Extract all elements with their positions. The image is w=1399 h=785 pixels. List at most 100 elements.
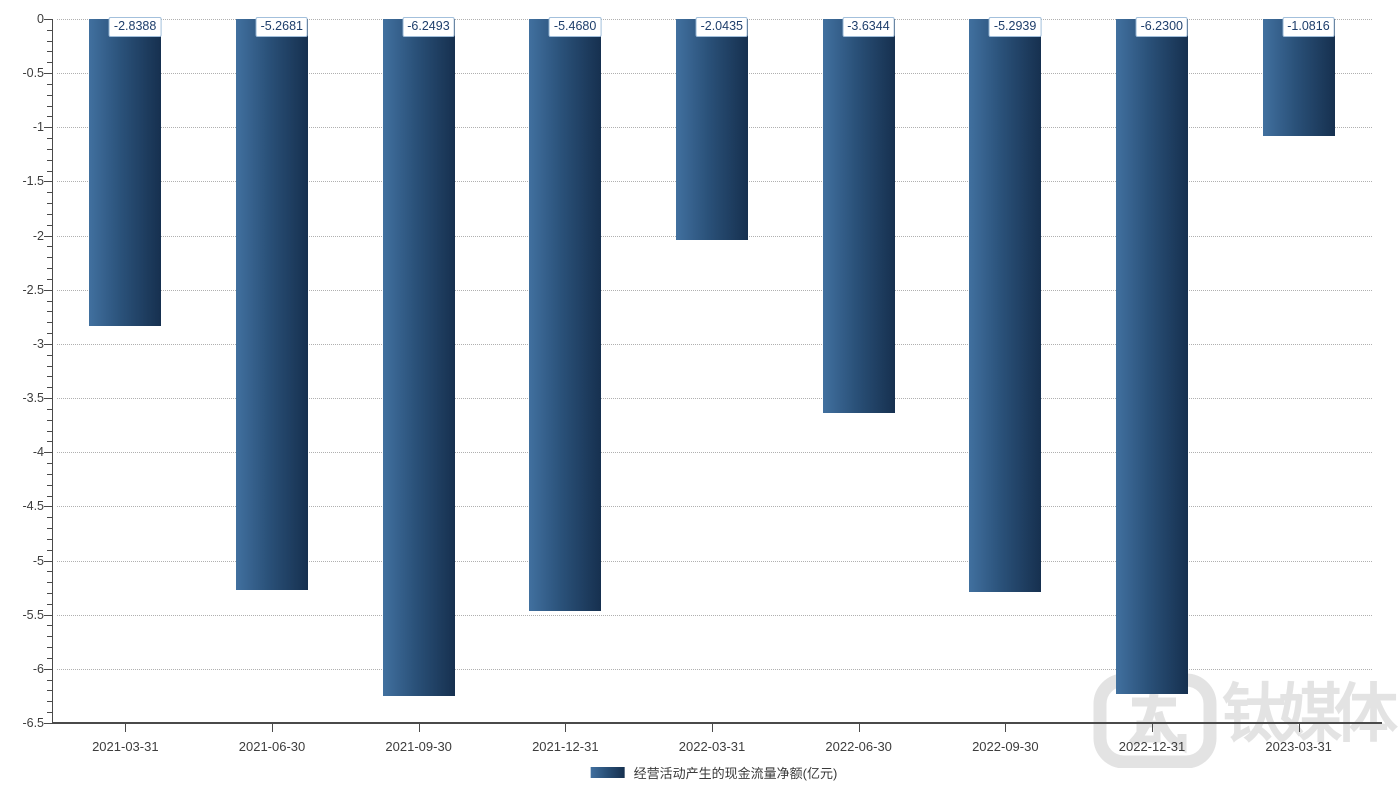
y-minor-tick [47,625,52,627]
x-tick [272,723,273,732]
bar[interactable] [89,19,162,327]
gridline [57,668,1372,670]
gridline [57,506,1372,508]
x-tick-label: 2021-06-30 [238,739,306,754]
gridline [57,343,1372,345]
bar[interactable] [822,19,895,413]
y-major-tick [44,452,52,454]
y-tick-label: -5.5 [22,607,44,622]
y-major-tick [44,506,52,508]
bar-value-label: -5.4680 [548,17,602,37]
y-minor-tick [47,192,52,194]
y-major-tick [44,614,52,616]
y-tick-label: -3.5 [22,391,44,406]
y-minor-tick [47,333,52,335]
y-minor-tick [47,657,52,659]
y-minor-tick [47,517,52,519]
y-minor-tick [47,473,52,475]
legend-swatch [590,767,625,778]
x-tick-label: 2022-06-30 [825,739,892,754]
y-minor-tick [47,29,52,31]
y-minor-tick [47,246,52,248]
x-tick-label: 2021-09-30 [385,739,452,754]
y-minor-tick [47,419,52,421]
x-tick [712,723,713,732]
bar-value-label: -1.0816 [1282,17,1335,37]
y-minor-tick [47,549,52,551]
y-minor-tick [47,582,52,584]
y-tick-label: -0.5 [22,66,44,81]
y-minor-tick [47,603,52,605]
y-major-tick [44,19,52,20]
y-tick-label: -2.5 [22,282,44,297]
x-tick-label: 2022-03-31 [678,739,746,754]
y-minor-tick [47,278,52,280]
bar[interactable] [382,19,455,696]
x-tick-label: 2023-03-31 [1265,739,1332,754]
legend[interactable]: 经营活动产生的现金流量净额(亿元) [590,763,838,782]
x-tick-label: 2021-12-31 [532,739,599,754]
y-minor-tick [47,51,52,53]
x-tick [1152,723,1153,732]
y-tick-label: -1 [32,120,44,135]
bar-value-label: -5.2939 [988,17,1042,37]
y-minor-tick [47,257,52,259]
bar[interactable] [529,19,602,612]
x-tick [1298,723,1300,732]
y-major-tick [44,560,52,562]
y-minor-tick [47,83,52,85]
x-tick [125,723,127,732]
bar[interactable] [969,19,1042,593]
y-tick-label: -5 [32,553,44,568]
gridline [57,560,1372,562]
bar-value-label: -2.0435 [695,17,748,37]
y-minor-tick [47,430,52,432]
y-major-tick [44,73,52,75]
y-tick-label: -1.5 [22,174,44,189]
y-tick-label: 0 [37,12,44,26]
gridline [57,452,1372,454]
y-minor-tick [47,408,52,410]
y-minor-tick [47,441,52,443]
legend-label: 经营活动产生的现金流量净额(亿元) [633,766,838,781]
x-tick [565,723,567,732]
y-major-tick [44,127,52,129]
y-minor-tick [47,365,52,367]
y-minor-tick [47,376,52,378]
bar[interactable] [676,19,748,241]
y-minor-tick [47,690,52,692]
y-minor-tick [47,701,52,703]
y-minor-tick [47,463,52,465]
y-minor-tick [47,484,52,486]
gridline [57,614,1372,616]
x-tick-label: 2022-12-31 [1118,739,1186,754]
y-minor-tick [47,138,52,140]
y-minor-tick [47,679,52,681]
x-tick-label: 2022-09-30 [972,739,1039,754]
x-tick [858,723,860,732]
y-major-tick [44,722,52,724]
y-minor-tick [47,322,52,324]
y-tick-label: -4 [32,445,44,460]
y-minor-tick [47,528,52,529]
y-major-tick [44,398,52,400]
y-minor-tick [47,148,52,150]
y-minor-tick [47,636,52,638]
y-minor-tick [47,592,52,594]
y-tick-label: -2 [32,228,44,243]
y-minor-tick [47,203,52,205]
bar[interactable] [1116,19,1188,694]
y-minor-tick [47,538,52,540]
bar[interactable] [1262,19,1335,137]
y-minor-tick [47,571,52,573]
y-minor-tick [47,116,52,118]
y-minor-tick [47,94,52,96]
y-major-tick [44,289,52,291]
y-minor-tick [47,387,52,389]
y-tick-label: -4.5 [22,499,44,514]
bar-value-label: -6.2493 [402,17,455,37]
bar[interactable] [236,19,308,590]
y-minor-tick [47,224,52,226]
bar-value-label: -6.2300 [1135,17,1188,37]
